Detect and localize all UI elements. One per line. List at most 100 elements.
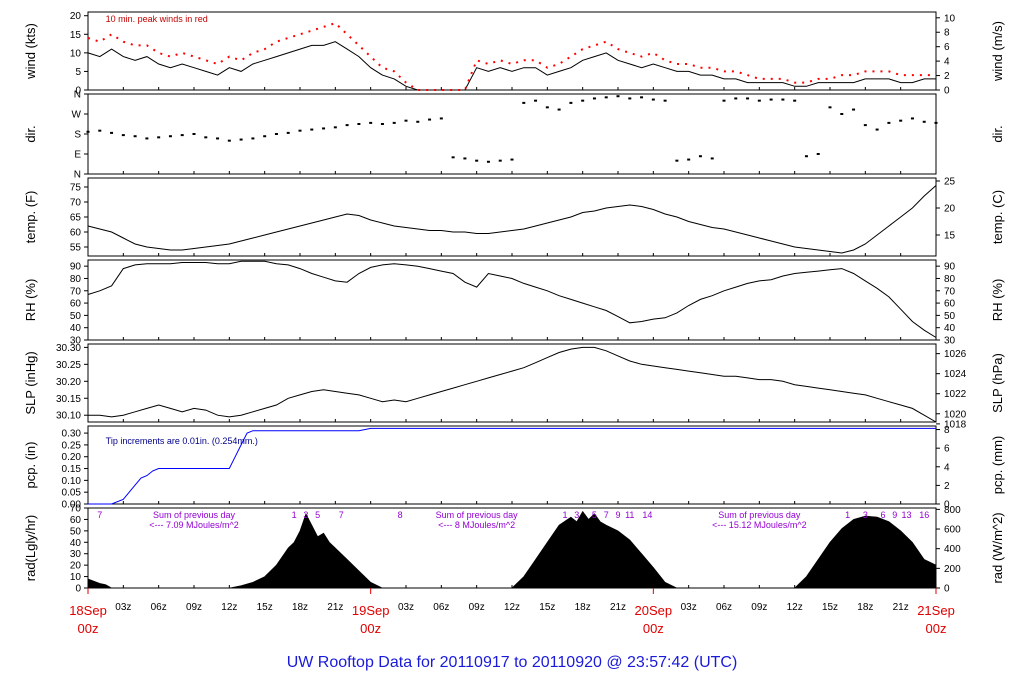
dir-point [369, 121, 373, 124]
wind-ytick2-label: 10 [944, 13, 956, 24]
chart-title: UW Rooftop Data for 20110917 to 20110920… [287, 654, 738, 671]
pcp-ylabel2: pcp. (mm) [990, 436, 1005, 495]
rad-ytick-label: 20 [70, 561, 82, 572]
x-hour-label: 03z [398, 602, 414, 613]
dir-point [428, 118, 432, 121]
dir-point [133, 135, 137, 138]
x-hour-label: 09z [751, 602, 767, 613]
dir-point [239, 138, 243, 141]
wind-ytick-label: 0 [75, 86, 81, 97]
wind-series-1 [87, 21, 936, 91]
x-hour-label: 03z [115, 602, 131, 613]
slp-ytick-label: 30.20 [56, 377, 81, 388]
dir-point [310, 128, 314, 131]
rad-ytick-label: 70 [70, 504, 82, 515]
dir-ytick-label: E [74, 150, 81, 161]
temp-ytick-label: 65 [70, 213, 82, 224]
dir-frame [87, 93, 937, 175]
rad-hour-label: 3 [574, 510, 579, 520]
dir-point [251, 137, 255, 140]
pcp-ytick-label: 0.25 [62, 440, 82, 451]
pcp-ytick2-label: 2 [944, 481, 950, 492]
dir-point [616, 95, 620, 98]
dir-point [98, 129, 102, 132]
temp-ytick-label: 75 [70, 183, 82, 194]
rh-ytick2-label: 40 [944, 323, 956, 334]
rad-hour-label: 3 [863, 510, 868, 520]
dir-point [922, 120, 926, 123]
dir-point [734, 97, 738, 100]
rad-hour-label: 7 [604, 510, 609, 520]
dir-point [380, 123, 384, 125]
dir-point [710, 157, 714, 160]
rh-ytick2-label: 50 [944, 311, 956, 322]
wind-ytick-label: 20 [70, 11, 82, 22]
dir-point [840, 113, 844, 115]
pcp-ytick-label: 0.00 [62, 500, 82, 511]
dir-point [227, 139, 231, 142]
x-day-label: 21Sep [917, 603, 955, 618]
temp-series-0 [87, 185, 937, 254]
wind-annotation: 10 min. peak winds in red [106, 14, 208, 24]
rad-ytick-label: 50 [70, 526, 82, 537]
x-hour-label: 21z [610, 602, 626, 613]
rad-hour-label: 7 [97, 510, 102, 520]
x-hour-label: 03z [681, 602, 697, 613]
x-day-hour-label: 00z [926, 621, 947, 636]
dir-point [451, 156, 455, 159]
x-axis: 03z 06z 09z 12z 15z 18z 21z 03z 06z 09z 12z 15z 18z 2… [69, 588, 955, 636]
dir-point [534, 99, 538, 102]
pcp-ytick-label: 0.20 [62, 452, 82, 463]
pcp-ytick2-label: 6 [944, 444, 950, 455]
wind-ytick-label: 5 [75, 67, 81, 78]
dir-point [899, 119, 903, 122]
rad-hour-label: 13 [902, 510, 912, 520]
dir-ylabel: dir. [23, 125, 38, 142]
pcp-ytick-label: 0.10 [62, 476, 82, 487]
dir-point [475, 159, 479, 162]
dir-point [204, 136, 208, 139]
dir-point [804, 155, 808, 158]
rad-hour-label: 16 [919, 510, 929, 520]
rad-hour-label: 3 [303, 510, 308, 520]
wind-ytick2-label: 8 [944, 28, 950, 39]
rad-ytick2-label: 600 [944, 525, 961, 536]
rad-ytick-label: 60 [70, 515, 82, 526]
dir-point [286, 131, 290, 134]
slp-ytick2-label: 1022 [944, 389, 967, 400]
dir-point [357, 123, 361, 125]
x-day-label: 18Sep [69, 603, 107, 618]
rad-ytick-label: 30 [70, 549, 82, 560]
x-hour-label: 09z [469, 602, 485, 613]
dir-point [592, 97, 596, 100]
rad-annotation-line2: <--- 7.09 MJoules/m^2 [149, 520, 239, 530]
rad-ylabel: rad(Lgly/hr) [23, 515, 38, 581]
dir-point [333, 126, 337, 129]
dir-point [769, 98, 773, 101]
dir-point [557, 108, 561, 111]
dir-point [522, 101, 526, 104]
x-hour-label: 15z [257, 602, 273, 613]
temp-ytick2-label: 15 [944, 231, 956, 242]
pcp-series-0 [88, 427, 936, 505]
dir-point [404, 119, 408, 122]
dir-point [569, 101, 573, 104]
dir-point [86, 130, 90, 133]
pcp-panel: 0.000.050.100.150.200.250.30 0 2 4 6 8 pcp. (i… [23, 425, 1005, 510]
dir-point [675, 159, 679, 162]
wind-frame [87, 11, 937, 91]
slp-ytick2-label: 1024 [944, 369, 967, 380]
rh-ytick2-label: 70 [944, 286, 956, 297]
x-hour-label: 18z [575, 602, 591, 613]
rad-hour-label: 11 [625, 510, 634, 520]
dir-point [687, 158, 691, 161]
pcp-ytick-label: 0.30 [62, 429, 82, 440]
rad-hour-label: 1 [845, 510, 850, 520]
rad-hour-label: 5 [315, 510, 320, 520]
wind-ytick-label: 10 [70, 48, 82, 59]
temp-ytick-label: 70 [70, 198, 82, 209]
rad-hour-label: 6 [880, 510, 885, 520]
rh-ytick2-label: 60 [944, 299, 956, 310]
